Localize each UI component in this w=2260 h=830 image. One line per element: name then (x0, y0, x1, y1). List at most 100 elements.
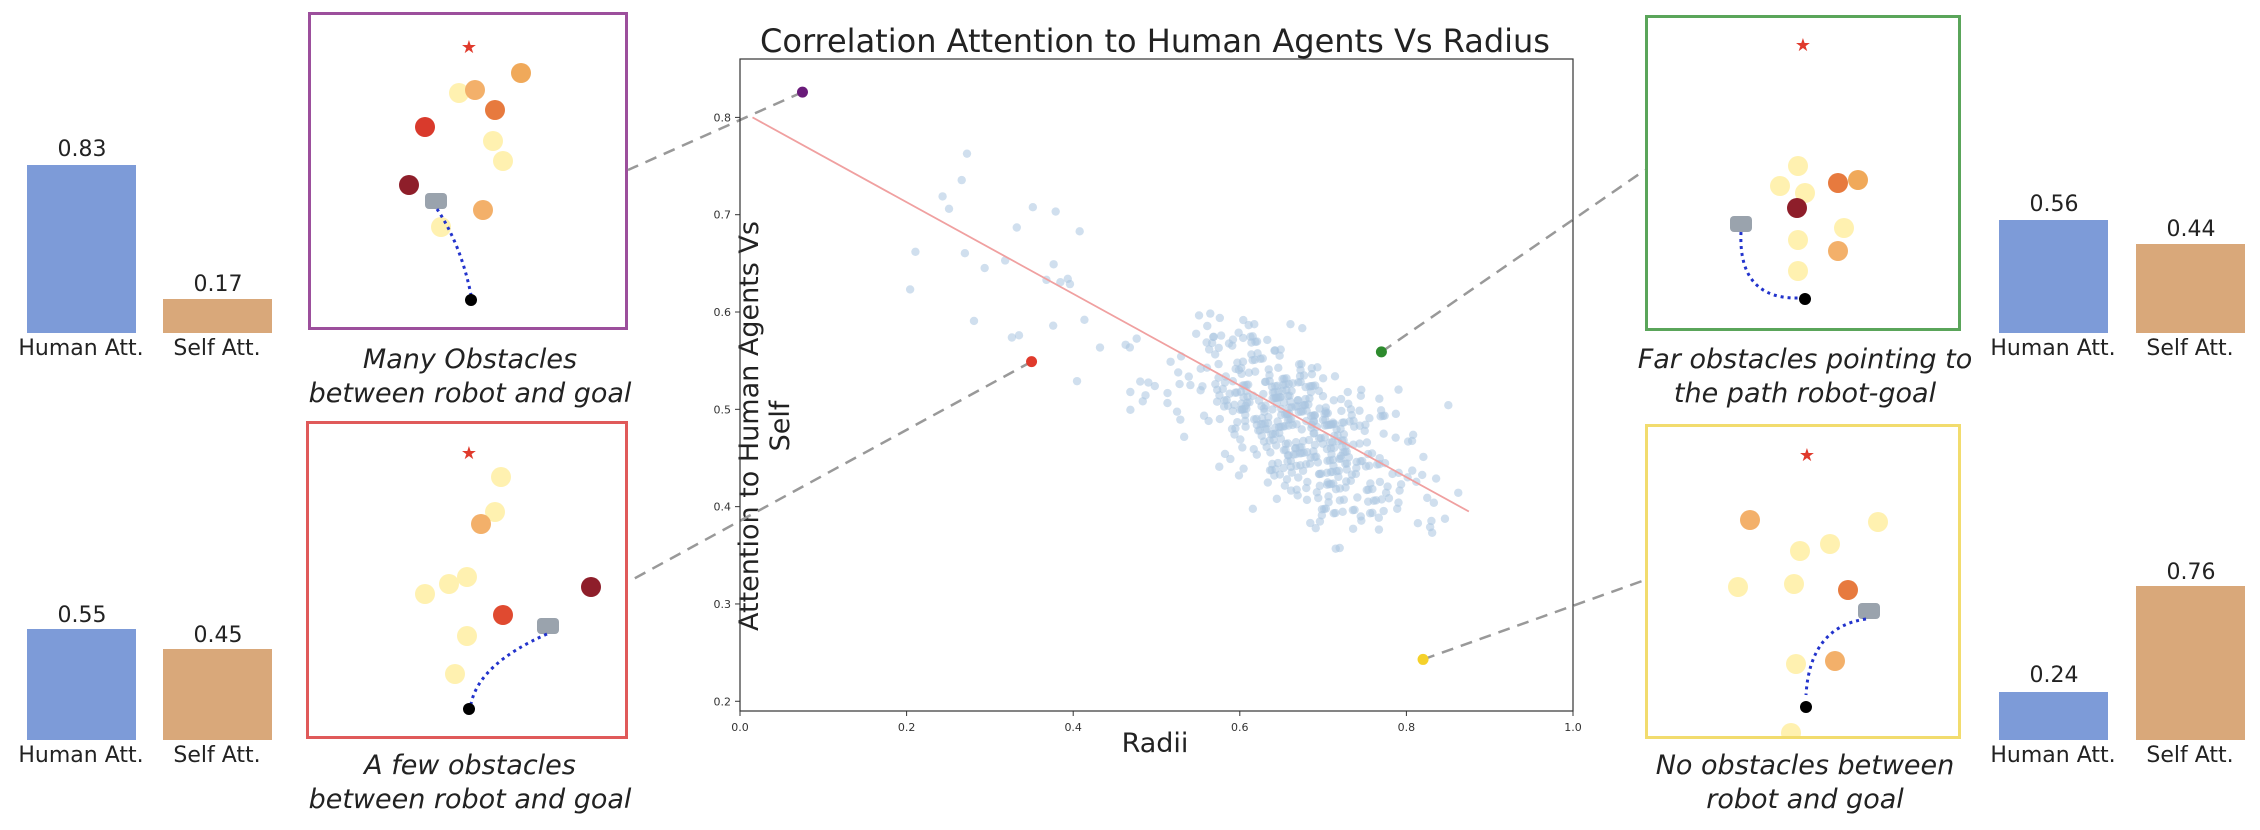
scatter-point (1343, 387, 1352, 397)
scatter-point (1126, 405, 1135, 415)
scatter-point (1338, 507, 1347, 517)
highlighted-point (1026, 356, 1038, 368)
scatter-point (1315, 481, 1324, 491)
obstacle (1828, 173, 1848, 193)
obstacle (449, 83, 469, 103)
scatter-point (1326, 467, 1336, 477)
y-tick-label: 0.6 (714, 306, 732, 319)
scatter-point (905, 285, 915, 294)
scatter-point (1203, 321, 1212, 331)
scatter-point (1258, 354, 1267, 363)
scatter-point (1231, 364, 1240, 374)
scatter-point (1396, 480, 1406, 489)
scatter-point (1337, 406, 1346, 416)
scatter-point (1056, 278, 1065, 287)
bar-value-human-3: 0.56 (2029, 192, 2079, 217)
scatter-point (1191, 329, 1201, 338)
scatter-point (1391, 433, 1400, 442)
scatter-point (1163, 388, 1172, 398)
caption-line: robot and goal (1706, 784, 1904, 815)
scatter-point (1259, 389, 1268, 399)
scatter-point (1408, 466, 1417, 475)
scatter-point (1310, 452, 1319, 462)
obstacle (399, 175, 419, 195)
highlighted-point (796, 86, 808, 98)
obstacle (1788, 156, 1808, 176)
connector-lines (627, 90, 1646, 661)
scatter-point (1209, 332, 1219, 342)
scatter-point (1210, 350, 1220, 359)
scatter-point (1444, 401, 1453, 410)
obstacle (485, 502, 505, 522)
scatter-point (1296, 407, 1306, 416)
scatter-point (1215, 462, 1224, 471)
scatter-point (1279, 463, 1288, 473)
caption-line: A few obstacles (364, 750, 576, 781)
bar-label-human-3: Human Att. (1990, 336, 2116, 361)
scatter-point (1328, 437, 1337, 447)
bar-value-self-2: 0.45 (193, 623, 243, 648)
scatter-point (1198, 382, 1207, 391)
scatter-point (1281, 380, 1290, 389)
scene-panel-many-obstacles: ★ (308, 12, 628, 330)
scatter-point (1336, 394, 1346, 404)
scatter-point (1307, 364, 1316, 373)
scatter-point (1244, 320, 1253, 330)
scatter-point (1174, 368, 1183, 377)
obstacle (1820, 534, 1840, 554)
scatter-point (1261, 401, 1270, 410)
scatter-point (1266, 448, 1275, 457)
scatter-point (1163, 398, 1172, 408)
x-ticks: 0.0 0.2 0.4 0.6 0.8 1.0 (731, 711, 1582, 734)
robot-path (435, 208, 473, 296)
scatter-point (1357, 516, 1366, 525)
scatter-point (1166, 357, 1175, 366)
scatter-point (1346, 405, 1356, 414)
scatter-point (911, 247, 920, 257)
scatter-point (1250, 355, 1260, 364)
obstacle (465, 80, 485, 100)
caption-few-obstacles: A few obstacles between robot and goal (300, 749, 640, 817)
scatter-point (1294, 396, 1303, 405)
goal-marker (1799, 293, 1811, 305)
scatter-point (1302, 483, 1311, 493)
scatter-point (1028, 203, 1038, 212)
scatter-point (1288, 379, 1297, 388)
bar-human-4 (1999, 691, 2108, 740)
scatter-point (1394, 385, 1403, 394)
scatter-point (1362, 438, 1372, 447)
scatter-point (1283, 439, 1293, 448)
obstacle (473, 200, 493, 220)
scatter-point (938, 192, 947, 201)
scatter-point (1222, 395, 1231, 405)
bar-label-human-1: Human Att. (18, 336, 144, 361)
obstacle (1868, 512, 1888, 532)
scatter-point (1248, 504, 1258, 513)
scatter-point (1310, 440, 1320, 450)
scatter-point (1292, 420, 1301, 429)
bar-human-2 (27, 628, 136, 740)
scatter-point (1342, 465, 1351, 474)
scatter-point (1388, 469, 1397, 479)
bar-value-human-4: 0.24 (2029, 663, 2079, 688)
scatter-point (1264, 412, 1273, 422)
highlighted-point (1417, 653, 1429, 665)
scatter-point (944, 204, 954, 213)
obstacle (1788, 230, 1808, 250)
connector-line (627, 90, 803, 172)
obstacle (457, 626, 477, 646)
scatter-point (1268, 459, 1277, 469)
y-tick-label: 0.7 (714, 209, 732, 222)
scatter-point (1196, 364, 1205, 373)
scatter-point (1150, 381, 1160, 391)
bar-value-human-1: 0.83 (57, 137, 107, 162)
scatter-point (1260, 419, 1269, 428)
scatter-point (1121, 340, 1130, 349)
scatter-point (1339, 495, 1349, 504)
scatter-point (1454, 488, 1463, 497)
scatter-point (1212, 385, 1222, 394)
caption-line: the path robot-goal (1673, 378, 1937, 409)
scatter-point (1278, 422, 1288, 431)
y-tick-label: 0.5 (714, 403, 732, 416)
scatter-point (1186, 380, 1195, 390)
